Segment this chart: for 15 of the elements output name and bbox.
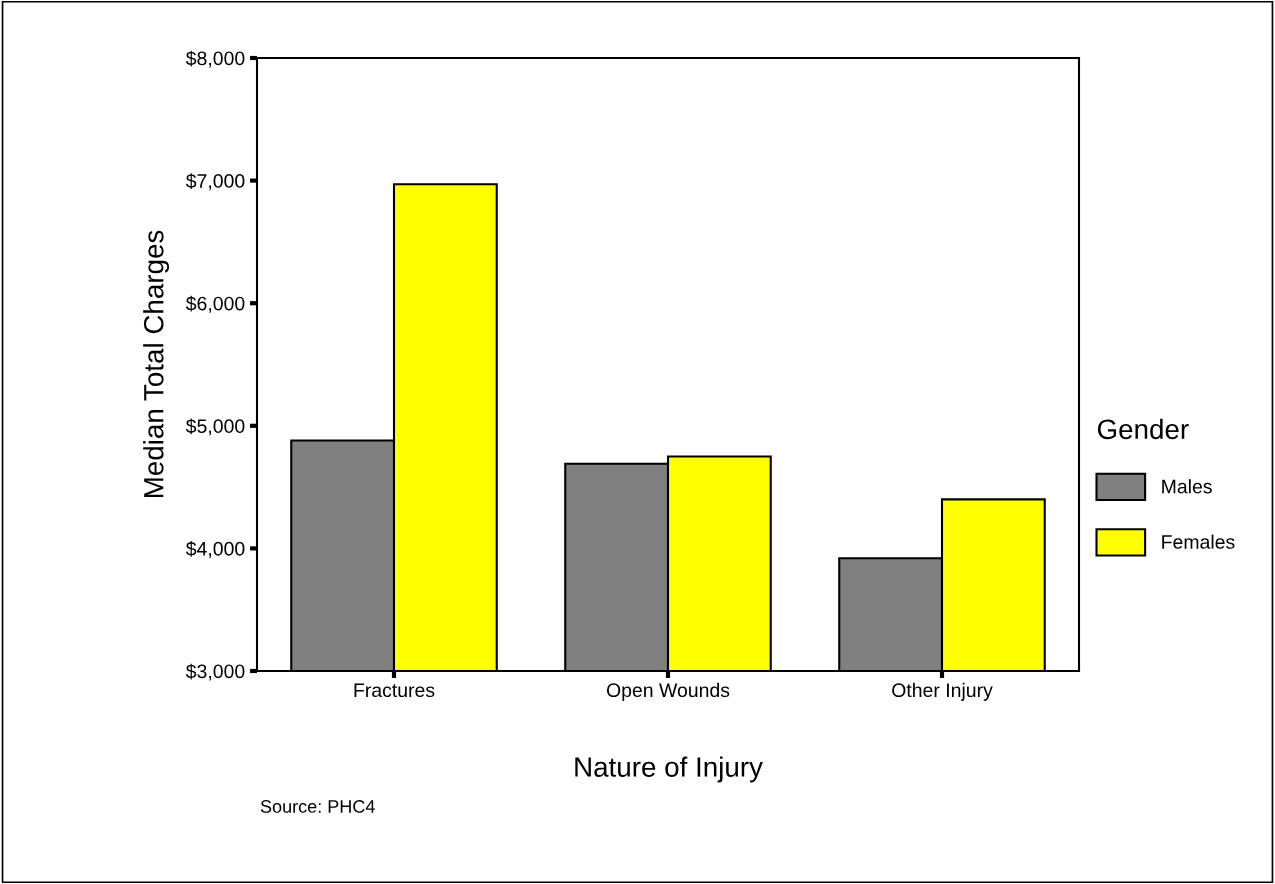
y-tick-label: $3,000 — [185, 663, 245, 681]
y-tick-label: $4,000 — [185, 541, 245, 558]
x-tick-label: Open Wounds — [606, 682, 730, 701]
x-axis-title: Nature of Injury — [575, 756, 763, 783]
source-note: Source: PHC4 — [260, 800, 375, 813]
x-tick-label: Fractures — [354, 683, 435, 698]
legend-label: Males — [1162, 479, 1212, 494]
y-tick-label: $6,000 — [185, 295, 245, 313]
y-axis-title: Median Total Charges — [143, 230, 170, 498]
x-tick-label: Other Injury — [892, 682, 993, 701]
legend-title: Gender — [1097, 418, 1189, 440]
y-tick-label: $8,000 — [185, 50, 245, 68]
legend-label: Females — [1162, 534, 1235, 549]
y-tick-label: $7,000 — [185, 173, 245, 191]
y-tick-label: $5,000 — [185, 418, 245, 436]
